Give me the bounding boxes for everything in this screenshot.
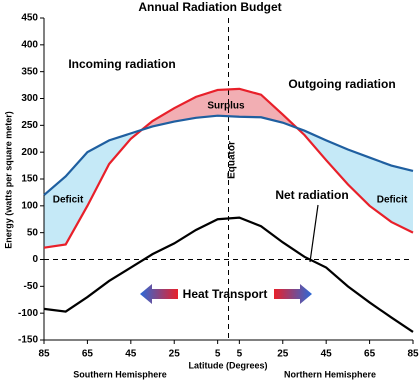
y-tick-label: 250 bbox=[21, 120, 38, 131]
series-line bbox=[43, 87, 414, 249]
x-tick-label: 85 bbox=[38, 349, 50, 360]
deficit-fill bbox=[44, 115, 413, 248]
y-tick-label: 300 bbox=[21, 93, 38, 104]
x-tick-label: 45 bbox=[125, 349, 137, 360]
y-tick-label: -100 bbox=[18, 308, 38, 319]
arrow-left bbox=[140, 284, 178, 304]
x-tick-label: 5 bbox=[237, 349, 243, 360]
series-label: Incoming radiation bbox=[68, 57, 175, 71]
leader-line bbox=[309, 204, 319, 263]
y-tick-label: 100 bbox=[21, 200, 38, 211]
y-tick-label: 400 bbox=[21, 39, 38, 50]
y-tick-label: 0 bbox=[32, 254, 38, 265]
x-tick-label: 45 bbox=[321, 349, 333, 360]
hemisphere-label: Northern Hemisphere bbox=[284, 369, 376, 379]
series-line bbox=[43, 216, 414, 333]
y-tick-label: 50 bbox=[27, 227, 39, 238]
y-tick-label: 350 bbox=[21, 66, 38, 77]
x-tick-label: 65 bbox=[82, 349, 94, 360]
y-tick-label: -50 bbox=[24, 281, 39, 292]
y-axis-label: Energy (watts per square meter) bbox=[3, 111, 13, 249]
x-tick-label: 25 bbox=[169, 349, 181, 360]
x-tick-label: 5 bbox=[215, 349, 221, 360]
y-tick-label: 450 bbox=[21, 13, 38, 24]
x-tick-label: 25 bbox=[277, 349, 289, 360]
y-tick-label: -150 bbox=[18, 335, 38, 346]
surplus-fill bbox=[44, 88, 413, 196]
series-label: Net radiation bbox=[275, 188, 348, 202]
arrow-right bbox=[274, 284, 312, 304]
x-tick-label: 65 bbox=[364, 349, 376, 360]
chart-title: Annual Radiation Budget bbox=[138, 0, 281, 14]
series-line bbox=[43, 114, 414, 196]
deficit-label: Deficit bbox=[377, 195, 408, 206]
equator-label: Equator bbox=[227, 141, 238, 179]
deficit-label: Deficit bbox=[53, 195, 84, 206]
heat-transport-label: Heat Transport bbox=[183, 287, 268, 301]
y-tick-label: 200 bbox=[21, 147, 38, 158]
x-axis-label: Latitude (Degrees) bbox=[188, 360, 267, 370]
y-tick-label: 150 bbox=[21, 174, 38, 185]
surplus-label: Surplus bbox=[207, 101, 245, 112]
hemisphere-label: Southern Hemisphere bbox=[73, 369, 167, 379]
x-tick-label: 85 bbox=[407, 349, 419, 360]
series-label: Outgoing radiation bbox=[288, 77, 395, 91]
